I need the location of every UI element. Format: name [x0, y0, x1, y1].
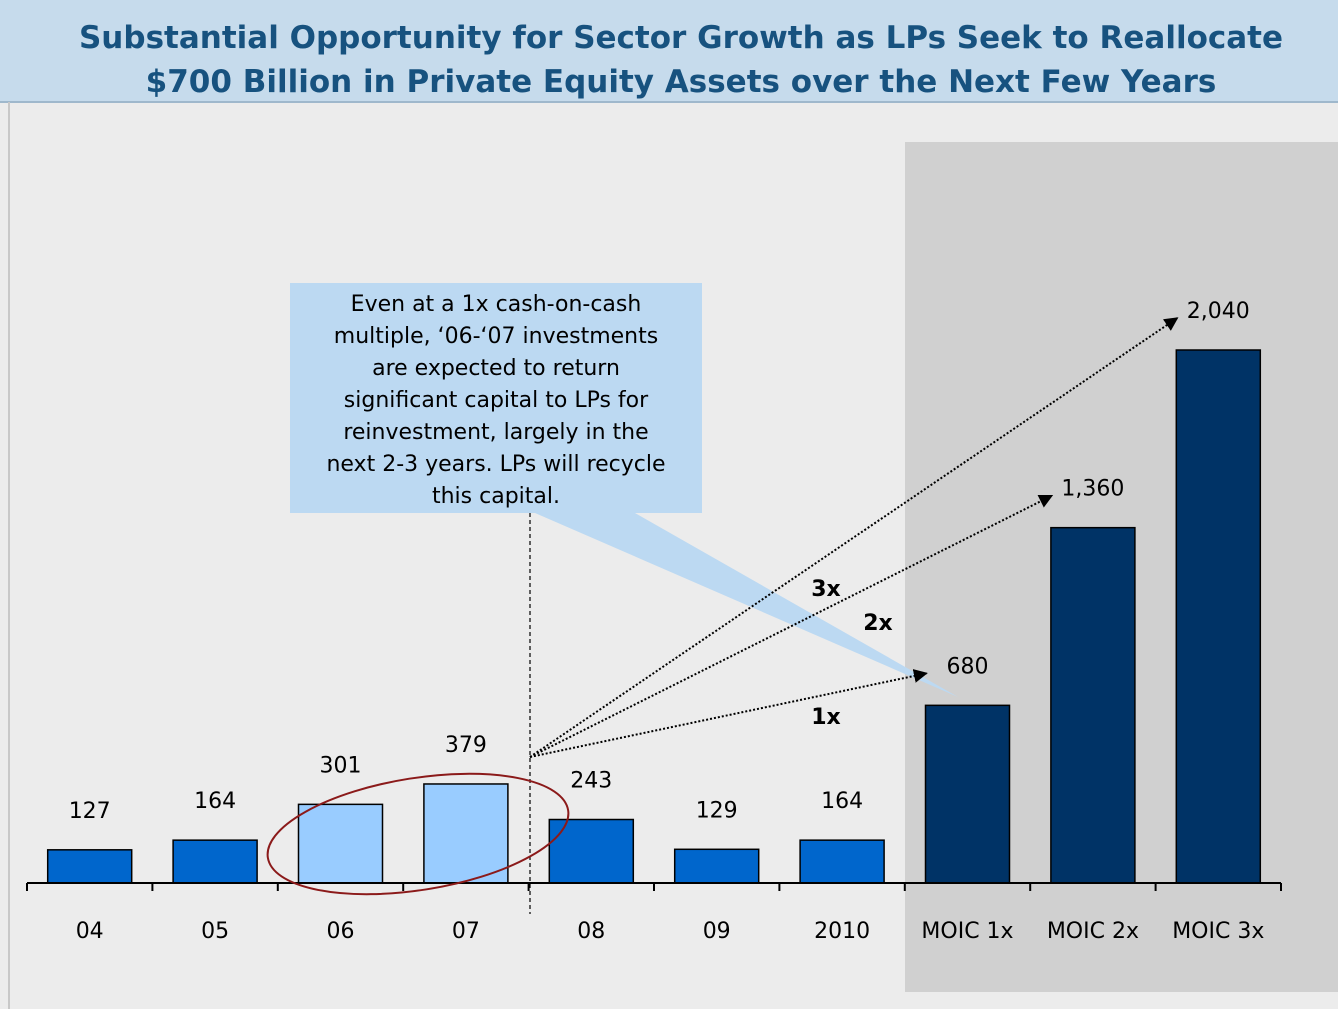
bar — [548, 818, 635, 884]
title-band — [0, 0, 1338, 102]
bar — [1175, 349, 1262, 884]
bar — [172, 839, 258, 884]
value-label: 243 — [570, 769, 612, 794]
callout-text: reinvestment, largely in the — [343, 420, 648, 445]
bar — [1050, 526, 1136, 884]
value-label: 127 — [69, 799, 111, 824]
bar — [673, 848, 760, 884]
multiple-arrow — [529, 669, 928, 758]
bar — [423, 783, 509, 884]
title-line: Substantial Opportunity for Sector Growt… — [79, 20, 1283, 56]
x-tick-label: 05 — [201, 919, 229, 944]
multiple-label: 2x — [863, 611, 893, 636]
multiple-label: 3x — [811, 577, 841, 602]
x-tick-label: 08 — [577, 919, 605, 944]
x-tick-label: 09 — [703, 919, 731, 944]
callout-text: are expected to return — [372, 356, 620, 381]
callout-text: this capital. — [432, 484, 560, 509]
x-tick-label: 06 — [327, 919, 355, 944]
bar — [297, 803, 384, 884]
x-tick-label: 2010 — [814, 919, 870, 944]
value-label: 164 — [821, 789, 863, 814]
callout-text: multiple, ‘06-‘07 investments — [334, 324, 658, 349]
callout-text: next 2-3 years. LPs will recycle — [326, 452, 665, 477]
value-label: 379 — [445, 733, 487, 758]
title-line: $700 Billion in Private Equity Assets ov… — [146, 64, 1217, 100]
value-label: 164 — [194, 789, 236, 814]
callout-text: significant capital to LPs for — [344, 388, 649, 413]
value-label: 1,360 — [1061, 477, 1124, 502]
x-tick-label: MOIC 2x — [1047, 919, 1139, 944]
chart: Even at a 1x cash-on-cash multiple, ‘06-‘… — [26, 283, 1282, 944]
value-label: 2,040 — [1187, 299, 1250, 324]
x-tick-label: 07 — [452, 919, 480, 944]
callout-box — [290, 283, 702, 513]
bar — [46, 849, 133, 884]
x-tick-label: MOIC 1x — [921, 919, 1013, 944]
callout-tail — [535, 513, 958, 697]
x-tick-label: 04 — [76, 919, 104, 944]
highlight-ellipse — [266, 772, 570, 896]
multiple-label: 1x — [811, 705, 841, 730]
multiple-arrow — [529, 494, 1054, 758]
x-tick-label: MOIC 3x — [1172, 919, 1264, 944]
bar — [799, 839, 885, 884]
bar — [924, 704, 1011, 884]
value-label: 129 — [696, 798, 738, 823]
value-label: 680 — [947, 654, 989, 679]
value-label: 301 — [320, 753, 362, 778]
callout-text: Even at a 1x cash-on-cash — [351, 292, 642, 317]
